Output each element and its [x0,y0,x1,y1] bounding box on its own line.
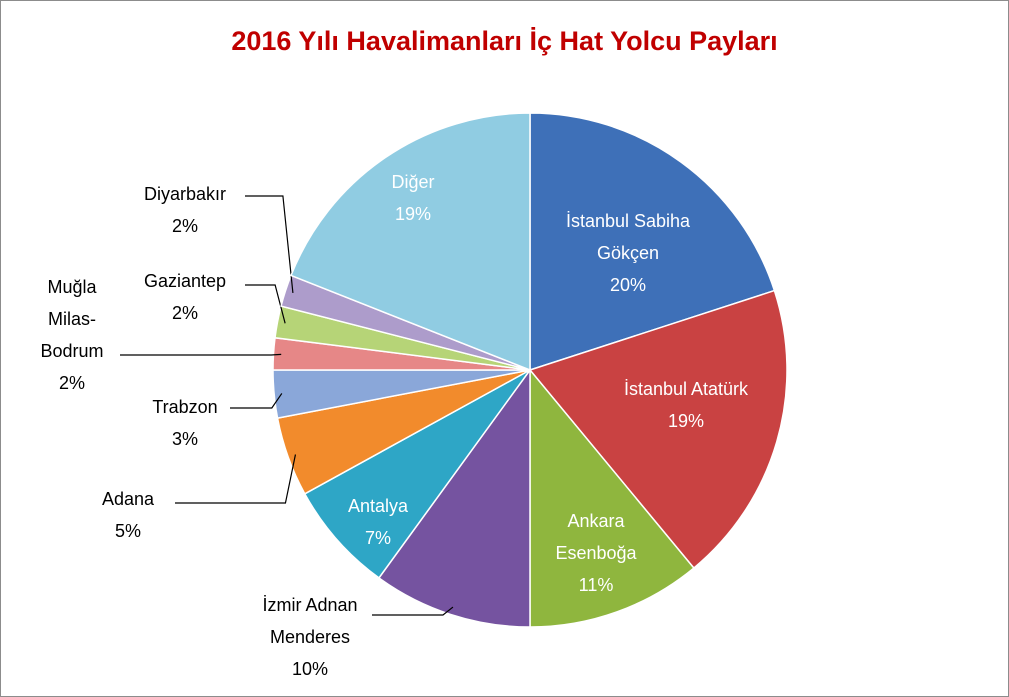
pie-slice [528,289,788,570]
category-label: Trabzon [152,397,218,417]
category-label: İstanbul Sabiha Gökçen [565,211,691,263]
value-label: 2% [171,303,198,323]
pie-slice [377,367,531,628]
value-label: 10% [291,659,329,679]
category-label: Antalya [347,496,409,516]
category-label: Diyarbakır [143,184,227,204]
leader-line [175,454,297,504]
value-label: 11% [578,575,614,595]
chart-title: 2016 Yılı Havalimanları İç Hat Yolcu Pay… [231,26,778,56]
category-label: Diğer [391,172,435,192]
slice-label: Diyarbakır 2% [120,178,250,242]
value-label: 2% [58,373,85,393]
value-label: 3% [171,429,198,449]
pie-slice [290,112,531,372]
slice-label: Gaziantep 2% [125,265,245,329]
leader-line [372,606,454,616]
category-label: İstanbul Atatürk [623,379,749,399]
slice-label: Adana 5% [78,483,178,547]
leader-line [245,195,294,294]
leader-line [230,393,283,409]
value-label: 7% [364,528,391,548]
slice-label: Antalya 7% [328,490,428,554]
slice-label: İstanbul Atatürk 19% [586,373,786,437]
pie-slice [303,369,531,579]
category-label: Ankara Esenboğa [555,511,637,563]
slice-label: İzmir Adnan Menderes 10% [235,589,385,685]
value-label: 19% [667,411,705,431]
value-label: 20% [609,275,647,295]
slice-label: Muğla Milas-Bodrum 2% [32,271,112,399]
category-label: Adana [101,489,155,509]
slice-label: Ankara Esenboğa 11% [536,505,656,601]
value-label: 19% [394,204,432,224]
category-label: Muğla Milas-Bodrum [40,277,104,361]
value-label: 2% [171,216,198,236]
slice-label: İstanbul Sabiha Gökçen 20% [543,205,713,301]
pie-slice [529,112,776,372]
slice-label: Diğer 19% [353,166,473,230]
slice-label: Trabzon 3% [135,391,235,455]
category-label: Gaziantep [143,271,227,291]
leader-line [245,284,286,324]
category-label: İzmir Adnan Menderes [262,595,358,647]
value-label: 5% [114,521,141,541]
leader-line [120,353,282,356]
pie-slice [529,367,695,628]
